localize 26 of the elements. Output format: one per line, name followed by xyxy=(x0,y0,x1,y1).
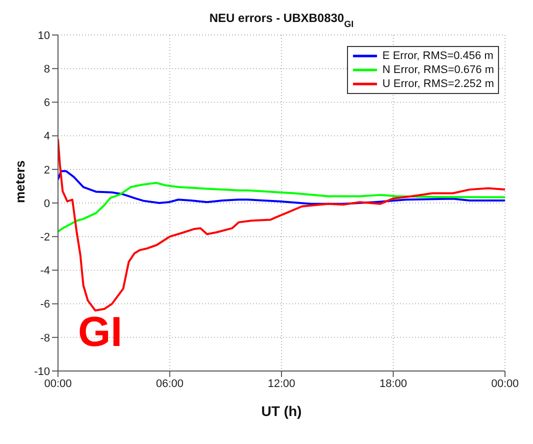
x-tick-label: 18:00 xyxy=(379,378,408,390)
y-tick-label: -6 xyxy=(40,298,50,311)
legend-label: E Error, RMS=0.456 m xyxy=(382,49,494,63)
x-axis-title: UT (h) xyxy=(261,403,302,419)
x-tick-label: 06:00 xyxy=(156,378,184,390)
y-axis-title: meters xyxy=(12,160,28,203)
y-tick-label: 8 xyxy=(44,64,50,76)
y-tick-label: -10 xyxy=(34,366,50,378)
x-tick-label: 00:00 xyxy=(44,378,72,390)
y-tick-label: 0 xyxy=(44,198,50,210)
line-series xyxy=(58,138,505,312)
annotation: GI xyxy=(78,308,122,355)
y-tick-label: -4 xyxy=(40,265,50,278)
chart-title: NEU errors - UBXB0830$_{GI}$ xyxy=(209,11,354,29)
x-tick-label: 12:00 xyxy=(268,378,296,390)
legend-label: U Error, RMS=2.252 m xyxy=(382,77,494,91)
y-tick-label: 10 xyxy=(38,30,50,42)
y-tick-label: -2 xyxy=(40,232,50,244)
y-tick-label: -8 xyxy=(40,332,50,344)
line-series xyxy=(58,182,505,233)
x-tick-label: 00:00 xyxy=(491,378,519,390)
y-tick-label: 2 xyxy=(44,164,50,176)
y-tick-label: 6 xyxy=(44,97,50,110)
legend-label: N Error, RMS=0.676 m xyxy=(382,63,494,77)
line-series xyxy=(58,170,505,205)
y-tick-label: 4 xyxy=(44,130,50,143)
